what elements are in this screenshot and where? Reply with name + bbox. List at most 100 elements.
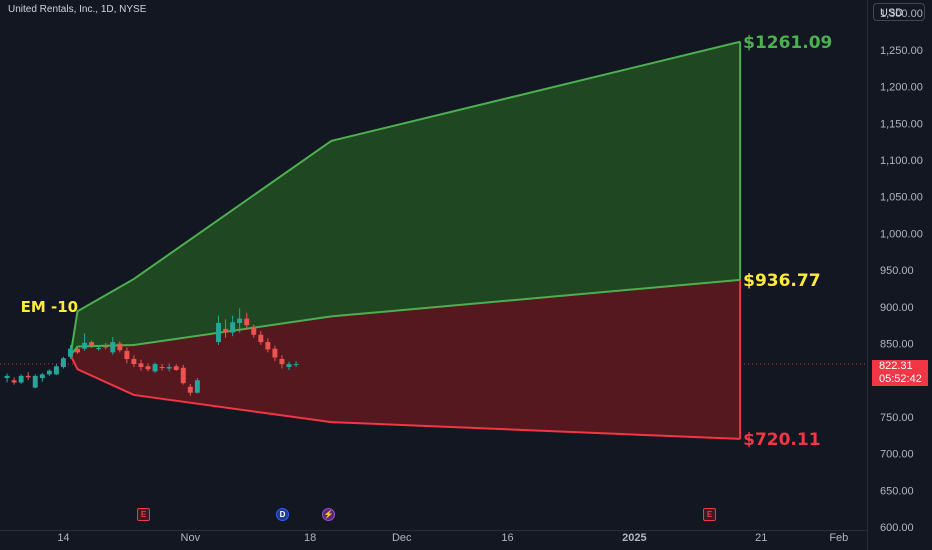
candle bbox=[251, 324, 257, 338]
y-tick-label: 700.00 bbox=[880, 449, 914, 461]
candlestick-series bbox=[4, 308, 299, 396]
x-tick-label: 21 bbox=[755, 532, 767, 544]
candle bbox=[68, 345, 73, 359]
candle bbox=[96, 345, 102, 351]
candle bbox=[279, 355, 285, 369]
candle bbox=[152, 362, 158, 373]
y-tick-label: 1,050.00 bbox=[880, 192, 923, 204]
y-tick-label: 600.00 bbox=[880, 522, 914, 534]
y-tick-label: 750.00 bbox=[880, 412, 914, 424]
price-axis: 600.00650.00700.00750.00800.00850.00900.… bbox=[867, 0, 932, 550]
candle bbox=[82, 333, 88, 351]
candle bbox=[244, 312, 250, 329]
candle-body bbox=[286, 364, 292, 368]
candle-body bbox=[194, 380, 200, 393]
expected-move-bands: $1261.09 $936.77 $720.11 bbox=[69, 33, 832, 450]
candle bbox=[159, 364, 165, 371]
candle-body bbox=[258, 334, 264, 343]
candle bbox=[180, 364, 186, 385]
candle-body bbox=[53, 366, 59, 375]
candle bbox=[53, 364, 59, 376]
candle bbox=[293, 361, 299, 368]
y-tick-label: 650.00 bbox=[880, 485, 914, 497]
candle bbox=[89, 340, 95, 348]
candle-body bbox=[159, 367, 165, 369]
candle-body bbox=[173, 366, 179, 370]
candle bbox=[237, 308, 243, 333]
candle-body bbox=[138, 363, 144, 368]
candle bbox=[124, 347, 130, 364]
symbol-title[interactable]: United Rentals, Inc., 1D, NYSE bbox=[8, 4, 147, 15]
x-tick-label: Nov bbox=[181, 532, 201, 544]
candle-body bbox=[166, 367, 172, 369]
candle bbox=[230, 315, 236, 337]
candle bbox=[18, 374, 24, 384]
candle-body bbox=[152, 364, 158, 372]
candle-body bbox=[244, 318, 250, 326]
x-tick-label: 16 bbox=[501, 532, 513, 544]
candle bbox=[187, 383, 193, 396]
candle bbox=[223, 319, 229, 338]
lower-band-fill bbox=[70, 279, 741, 439]
x-tick-label: Dec bbox=[392, 532, 412, 544]
y-tick-label: 1,150.00 bbox=[880, 118, 923, 130]
price-axis-panel bbox=[867, 0, 932, 550]
x-tick-label: 2025 bbox=[622, 532, 646, 544]
candle bbox=[173, 364, 179, 371]
chart-annotations: EM -10 bbox=[21, 298, 79, 316]
candle bbox=[103, 342, 109, 350]
candle-body bbox=[96, 347, 102, 349]
candle-body bbox=[237, 318, 243, 323]
dividend-icon[interactable]: D bbox=[276, 508, 289, 521]
candle-body bbox=[293, 364, 299, 366]
candle bbox=[4, 373, 10, 383]
candle-body bbox=[131, 358, 137, 365]
candle-body bbox=[145, 366, 151, 370]
candle bbox=[166, 363, 172, 372]
candle-body bbox=[75, 348, 81, 353]
candle-body bbox=[11, 380, 17, 383]
candle bbox=[32, 374, 38, 389]
candle bbox=[286, 361, 292, 370]
candle-body bbox=[230, 322, 236, 333]
candle bbox=[60, 356, 66, 369]
candle-body bbox=[223, 328, 229, 333]
upper-band-fill bbox=[70, 41, 741, 356]
band-value-label: $720.11 bbox=[743, 430, 820, 450]
candle bbox=[145, 363, 151, 372]
upper-band-line bbox=[69, 40, 741, 356]
y-tick-label: 950.00 bbox=[880, 265, 914, 277]
candle bbox=[216, 315, 221, 346]
candle-body bbox=[82, 342, 88, 349]
candle-body bbox=[117, 343, 123, 351]
candle-body bbox=[279, 358, 285, 365]
earnings-flag-icon[interactable]: E bbox=[703, 508, 716, 521]
currency-button[interactable]: USD bbox=[873, 3, 925, 21]
y-tick-label: 1,300.00 bbox=[880, 8, 923, 20]
candle-body bbox=[89, 342, 95, 346]
split-icon[interactable]: ⚡ bbox=[322, 508, 335, 521]
y-tick-label: 900.00 bbox=[880, 302, 914, 314]
x-tick-label: 14 bbox=[57, 532, 69, 544]
y-tick-label: 1,100.00 bbox=[880, 155, 923, 167]
y-tick-label: 1,250.00 bbox=[880, 45, 923, 57]
earnings-flag-icon[interactable]: E bbox=[137, 508, 150, 521]
candle bbox=[110, 336, 116, 355]
current-price-tag: 822.31 bbox=[872, 360, 928, 373]
candle-body bbox=[60, 358, 66, 368]
candle-body bbox=[251, 326, 257, 335]
candle-body bbox=[180, 367, 186, 384]
band-value-label: $936.77 bbox=[743, 271, 820, 291]
candle-body bbox=[39, 374, 45, 379]
bar-countdown-tag: 05:52:42 bbox=[872, 373, 928, 386]
candle-body bbox=[216, 322, 221, 343]
candle bbox=[117, 341, 123, 353]
candle bbox=[138, 359, 144, 371]
x-tick-label: 18 bbox=[304, 532, 316, 544]
candle bbox=[194, 378, 200, 394]
candle-body bbox=[32, 375, 38, 388]
candle-body bbox=[272, 348, 278, 358]
candle-body bbox=[124, 350, 130, 359]
time-axis: 14 Nov 18 Dec 16 2025 21 Feb bbox=[0, 530, 867, 544]
